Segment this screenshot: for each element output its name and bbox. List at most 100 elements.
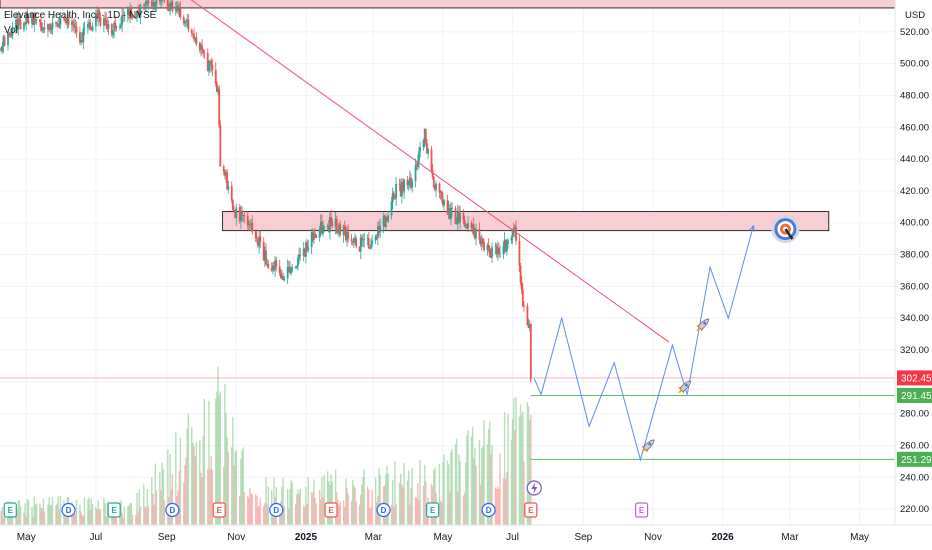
candle-body <box>392 192 395 196</box>
dividend-event-icon[interactable]: D <box>61 502 76 518</box>
volume-bar <box>24 503 26 525</box>
candle-body <box>8 32 11 34</box>
y-tick-label: 380.00 <box>900 250 929 261</box>
volume-bar <box>478 439 481 525</box>
candle-body <box>398 183 401 185</box>
candle-body <box>529 323 532 380</box>
candle-body <box>384 217 387 228</box>
candle-body <box>378 226 380 233</box>
volume-bar <box>217 366 219 525</box>
candle-body <box>486 245 489 251</box>
candle-body <box>311 232 314 240</box>
candle-body <box>43 27 46 30</box>
volume-bar <box>167 449 169 525</box>
candle-body <box>321 221 323 234</box>
volume-bar <box>128 505 130 525</box>
x-tick-label: 2026 <box>711 532 734 543</box>
volume-bar <box>374 477 377 525</box>
volume-bar <box>337 500 339 525</box>
dividend-event-icon[interactable]: D <box>376 502 391 518</box>
candle-body <box>179 8 182 18</box>
candle-body <box>178 8 181 12</box>
candle-body <box>386 217 388 222</box>
candle-body <box>306 242 308 251</box>
rocket-window <box>703 321 707 325</box>
x-tick-label: May <box>17 532 36 543</box>
earnings-event-icon[interactable]: E <box>212 502 226 518</box>
candle-body <box>400 182 403 197</box>
candle-body <box>298 254 300 258</box>
volume-bar <box>290 480 292 525</box>
candle-body <box>217 88 219 92</box>
earnings-event-icon[interactable]: E <box>3 502 17 518</box>
candle-body <box>504 239 507 252</box>
earnings-event-icon[interactable]: E <box>324 502 338 518</box>
volume-bar <box>482 445 484 525</box>
volume-bar <box>57 496 59 525</box>
volume-bar <box>25 517 27 525</box>
candle-body <box>446 200 449 215</box>
dividend-event-icon[interactable]: D <box>269 502 284 518</box>
candle-body <box>395 183 398 199</box>
volume-bar <box>219 391 222 525</box>
volume-bar <box>450 452 452 525</box>
volume-bar <box>409 504 411 525</box>
volume-bar <box>162 468 164 525</box>
volume-bar <box>401 484 403 525</box>
candle-body <box>35 19 38 21</box>
rocket-flame <box>696 327 701 332</box>
volume-bar <box>171 473 174 525</box>
dividend-event-icon[interactable]: D <box>481 502 496 518</box>
volume-bar <box>256 496 258 525</box>
earnings-event-icon[interactable]: E <box>524 502 538 518</box>
candle-body <box>158 0 161 2</box>
volume-bar <box>247 495 249 525</box>
event-letter: E <box>111 506 117 515</box>
candle-body <box>106 24 109 29</box>
volume-bar <box>433 470 435 525</box>
candle-body <box>467 222 469 229</box>
candle-body <box>451 207 453 210</box>
candle-body <box>426 143 428 154</box>
candle-body <box>48 24 50 25</box>
candle-body <box>278 266 281 274</box>
volume-bar <box>344 507 346 525</box>
candle-body <box>458 211 460 223</box>
candle-body <box>147 1 150 4</box>
volume-bar <box>422 485 425 525</box>
candle-body <box>81 39 84 43</box>
volume-bar <box>376 502 378 525</box>
candle-body <box>399 184 402 197</box>
candle-body <box>518 240 521 266</box>
candle-body <box>424 128 427 144</box>
candle-body <box>483 242 485 251</box>
earnings-event-icon[interactable]: E <box>426 502 440 518</box>
earnings-event-icon[interactable]: E <box>107 502 121 518</box>
candle-body <box>26 14 29 20</box>
volume-bar <box>528 420 531 525</box>
volume-bar <box>398 482 401 525</box>
candle-body <box>185 21 187 22</box>
candle-body <box>416 162 419 167</box>
candle-body <box>259 236 262 242</box>
volume-bar <box>83 497 86 525</box>
candle-body <box>102 18 105 26</box>
event-frame <box>634 502 649 518</box>
candle-body <box>329 216 331 233</box>
volume-bar <box>522 411 524 525</box>
candle-body <box>177 5 179 12</box>
candle-body <box>171 1 174 12</box>
candle-body <box>170 1 173 4</box>
symbol-title[interactable]: Elevance Health, Inc. · 1D · NYSE <box>4 10 157 21</box>
volume-bar <box>41 508 43 525</box>
volume-bar <box>449 492 451 525</box>
volume-bar <box>91 504 94 525</box>
volume-bar <box>145 507 147 525</box>
volume-bar <box>273 477 275 525</box>
rocket-window <box>684 383 688 387</box>
earnings-event-icon[interactable]: E <box>634 502 649 518</box>
candle-body <box>211 65 214 70</box>
dividend-event-icon[interactable]: D <box>165 502 180 518</box>
y-tick-label: 280.00 <box>900 409 929 420</box>
